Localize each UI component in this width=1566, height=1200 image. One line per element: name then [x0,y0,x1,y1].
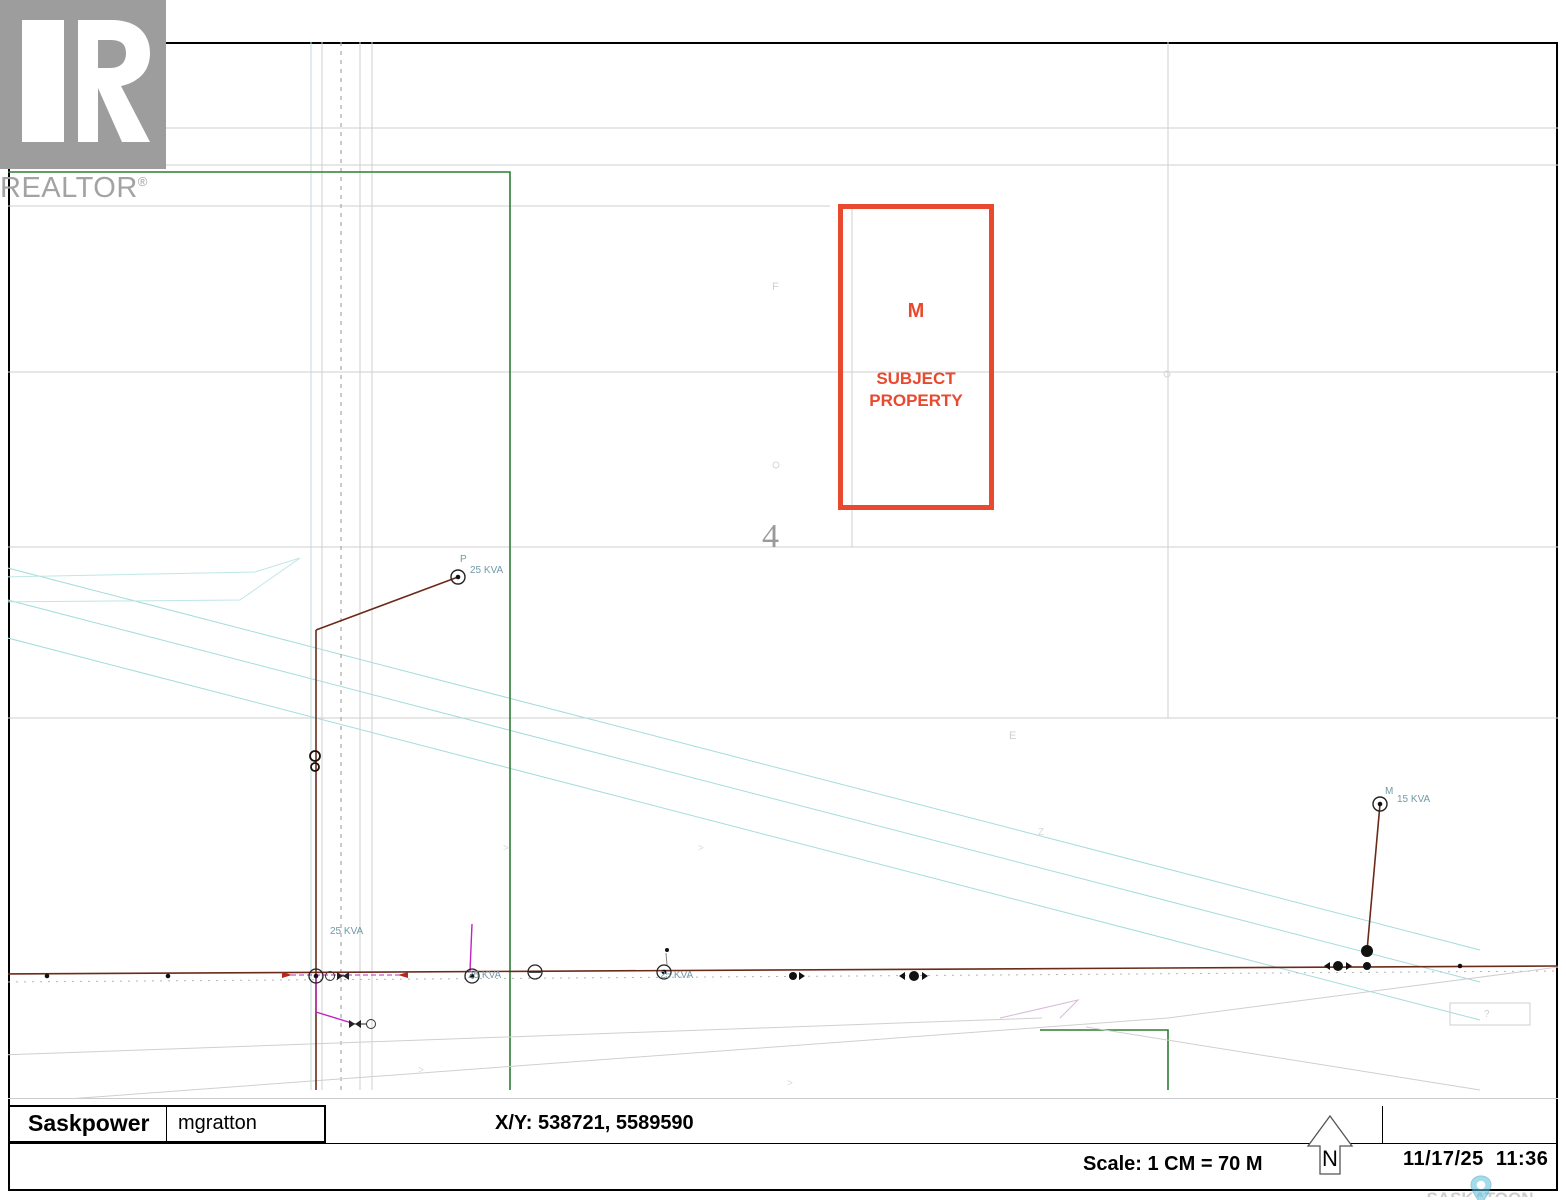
svg-text:N: N [1322,1146,1338,1171]
svg-text:?: ? [1484,1009,1490,1020]
